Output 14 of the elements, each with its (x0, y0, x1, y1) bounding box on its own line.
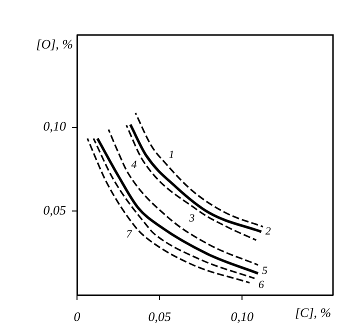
line-series (108, 128, 259, 266)
series-label: 7 (126, 228, 132, 241)
x-tick-label: 0,05 (148, 309, 172, 324)
series-label: 6 (258, 278, 265, 291)
line-series (134, 112, 264, 228)
x-axis-title: [C], % (295, 304, 332, 320)
x-tick-label: 0,10 (230, 309, 254, 324)
series-label: 2 (265, 226, 272, 238)
series-label: 3 (188, 212, 196, 225)
series-label: 5 (262, 264, 268, 277)
x-tick-label: 0 (74, 309, 81, 324)
series-label: 1 (168, 148, 174, 161)
series-label: 4 (131, 158, 138, 171)
y-axis-title: [O], % (36, 36, 74, 52)
